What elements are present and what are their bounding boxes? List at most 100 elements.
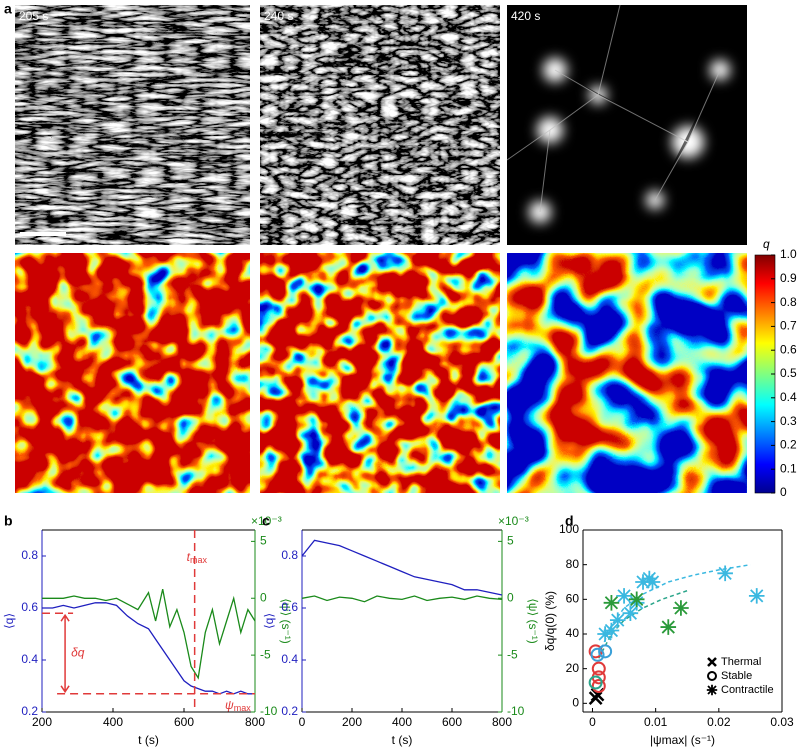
y2-multiplier: ×10⁻³ <box>251 514 282 528</box>
y2-tick-label: -10 <box>507 704 525 718</box>
heatmap <box>507 253 747 493</box>
point <box>603 622 620 639</box>
x-tick-label: 0.01 <box>644 715 668 729</box>
point <box>748 588 765 604</box>
y-tick-label: 0.2 <box>21 704 38 718</box>
colorbar-tick-label: 0.8 <box>780 295 797 309</box>
panel-label: b <box>4 513 13 529</box>
y-tick-label: 40 <box>566 626 580 640</box>
y2-tick-label: -10 <box>260 704 278 718</box>
legend-marker <box>707 657 717 667</box>
point <box>622 605 639 621</box>
panel-label: d <box>565 513 574 529</box>
y2-axis-label: ⟨ψ⟩ (s⁻¹) <box>526 598 540 644</box>
data-line <box>42 588 256 680</box>
colorbar-tick-label: 0.5 <box>780 366 797 380</box>
x-tick-label: 600 <box>174 715 194 729</box>
colorbar-tick-label: 0 <box>780 485 787 499</box>
legend-label: Thermal <box>721 656 761 668</box>
y-axis-label: ⟨q⟩ <box>2 613 16 629</box>
annotation-text: ψmax <box>225 698 251 713</box>
point <box>609 612 626 628</box>
micrograph <box>506 4 747 245</box>
y-tick-label: 0 <box>572 696 579 710</box>
y2-tick-label: 0 <box>507 590 514 604</box>
panel-label: c <box>262 513 270 529</box>
x-tick-label: 800 <box>492 715 512 729</box>
y-tick-label: 80 <box>566 557 580 571</box>
micrograph <box>260 5 500 245</box>
heatmap <box>15 253 250 493</box>
x-tick-label: 400 <box>392 715 412 729</box>
point <box>635 574 651 590</box>
y2-tick-label: -5 <box>507 647 518 661</box>
legend-marker <box>707 671 717 681</box>
point <box>603 595 620 611</box>
point <box>644 574 661 590</box>
data-line <box>301 595 503 603</box>
y-tick-label: 0.8 <box>21 548 38 562</box>
panel-label: a <box>4 1 12 17</box>
annotation-text: ψ <box>225 698 234 712</box>
x-tick-label: 0.02 <box>707 715 731 729</box>
legend-marker <box>706 684 718 696</box>
point <box>598 644 613 659</box>
annotation-text: tmax <box>187 550 208 565</box>
x-tick-label: 200 <box>342 715 362 729</box>
colorbar-tick-label: 0.1 <box>780 461 797 475</box>
y-tick-label: 0.4 <box>281 652 298 666</box>
colorbar-tick-label: 0.2 <box>780 438 797 452</box>
data-line <box>42 602 255 695</box>
y-tick-label: 100 <box>559 522 579 536</box>
x-axis-label: t (s) <box>138 733 159 747</box>
point <box>597 626 613 642</box>
point <box>673 600 689 616</box>
legend-label: Contractile <box>721 684 774 696</box>
y2-axis-label: ⟨ψ⟩ (s⁻¹) <box>279 598 293 644</box>
colorbar-tick-label: 0.7 <box>780 319 797 333</box>
y-tick-label: 60 <box>566 592 580 606</box>
y2-tick-label: 5 <box>260 534 267 548</box>
fit-line <box>598 563 751 656</box>
y-tick-label: 0.6 <box>281 600 298 614</box>
colorbar-tick-label: 0.9 <box>780 271 797 285</box>
time-label: 240 s <box>264 9 293 23</box>
point <box>591 661 606 676</box>
point <box>717 565 733 582</box>
colorbar-tick-label: 0.4 <box>780 390 797 404</box>
y-tick-label: 20 <box>566 661 580 675</box>
colorbar-tick-label: 0.3 <box>780 414 797 428</box>
y2-tick-label: 0 <box>260 590 267 604</box>
y-tick-label: 0.6 <box>21 600 38 614</box>
x-tick-label: 0.03 <box>770 715 794 729</box>
y2-tick-label: 5 <box>507 534 514 548</box>
y-axis-label: ⟨q⟩ <box>262 613 276 629</box>
data-line <box>301 539 503 596</box>
annotation-subscript: max <box>234 703 252 713</box>
annotation-text: t <box>187 550 191 564</box>
point <box>616 588 632 604</box>
x-tick-label: 200 <box>32 715 52 729</box>
annotation-text: δq <box>71 646 85 660</box>
y-axis-label: δq/q(0) (%) <box>543 591 557 651</box>
point <box>660 619 677 635</box>
y-tick-label: 0.8 <box>281 548 298 562</box>
y2-multiplier: ×10⁻³ <box>498 514 529 528</box>
point <box>628 591 645 608</box>
x-tick-label: 800 <box>245 715 265 729</box>
time-label: 420 s <box>511 9 540 23</box>
x-tick-label: 400 <box>103 715 123 729</box>
annotation-subscript: max <box>190 555 208 565</box>
micrograph <box>15 5 250 245</box>
time-label: 205 s <box>19 9 48 23</box>
x-tick-label: 0 <box>299 715 306 729</box>
annotation-arrow <box>60 613 70 694</box>
x-axis-label: |ψmax| (s⁻¹) <box>650 733 715 747</box>
y2-tick-label: -5 <box>260 647 271 661</box>
x-tick-label: 0 <box>589 715 596 729</box>
point <box>591 679 606 693</box>
colorbar-tick-label: 0.6 <box>780 342 797 356</box>
x-axis-label: t (s) <box>392 733 413 747</box>
heatmap <box>260 253 500 493</box>
